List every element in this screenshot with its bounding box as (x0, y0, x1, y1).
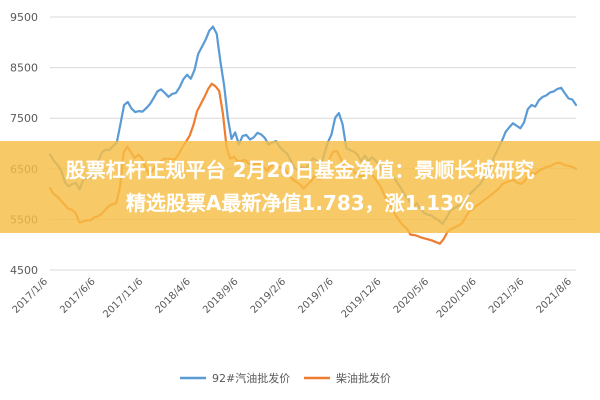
x-tick-label: 2019/7/6 (296, 276, 336, 316)
x-tick-label: 2019/12/6 (340, 276, 384, 320)
x-tick-label: 2020/5/6 (392, 276, 432, 316)
legend-label: 92#汽油批发价 (212, 371, 290, 385)
x-tick-label: 2017/11/6 (101, 276, 145, 320)
x-tick-label: 2018/9/6 (201, 276, 241, 316)
x-axis-tick-labels: 2017/1/6 2017/6/6 2017/11/6 2018/4/6 2018/9/… (11, 276, 575, 320)
x-tick-label: 2018/4/6 (153, 276, 193, 316)
legend-label: 柴油批发价 (336, 371, 391, 385)
y-tick-label: 9500 (10, 11, 38, 24)
x-tick-label: 2021/8/6 (535, 276, 575, 316)
legend: 92#汽油批发价 柴油批发价 (180, 371, 391, 385)
headline-line-2: 精选股票A最新净值1.783，涨1.13% (125, 191, 475, 215)
y-tick-label: 8500 (10, 62, 38, 75)
y-tick-label: 4500 (10, 264, 38, 277)
x-tick-label: 2017/6/6 (58, 276, 98, 316)
x-tick-label: 2020/10/6 (435, 276, 479, 320)
y-tick-label: 7500 (10, 112, 38, 125)
x-tick-label: 2017/1/6 (11, 276, 51, 316)
headline-banner: 股票杠杆正规平台 2月20日基金净值：景顺长城研究 精选股票A最新净值1.783… (0, 141, 600, 233)
headline-line-1: 股票杠杆正规平台 2月20日基金净值：景顺长城研究 (65, 158, 535, 182)
x-tick-label: 2019/2/6 (249, 276, 289, 316)
x-tick-label: 2021/3/6 (487, 276, 527, 316)
